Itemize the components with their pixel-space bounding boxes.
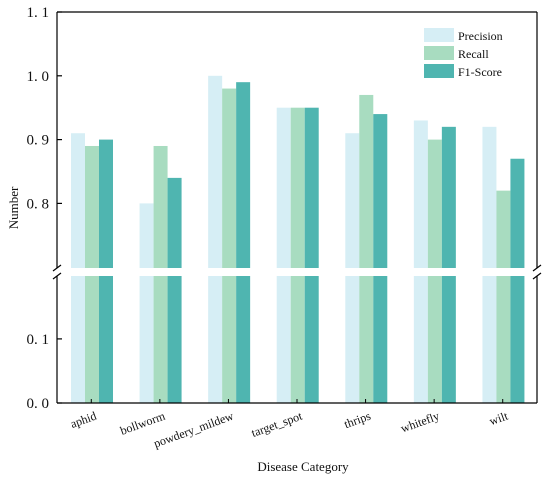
legend-label: Precision: [458, 29, 503, 43]
x-tick-label: thrips: [342, 409, 373, 432]
x-tick-label: aphid: [68, 409, 98, 431]
legend-swatch-recall: [424, 46, 454, 60]
bar-precision-powdery_mildew: [208, 75, 223, 404]
bar-f1-score-thrips: [373, 114, 388, 403]
legend-label: F1-Score: [458, 65, 502, 79]
bar-f1-score-whitefly: [441, 126, 456, 403]
bar-recall-wilt: [496, 190, 511, 403]
bar-f1-score-powdery_mildew: [236, 82, 251, 404]
y-tick-label: 0. 8: [27, 196, 50, 212]
bar-f1-score-target_spot: [304, 107, 319, 403]
y-tick-label: 0. 0: [27, 396, 50, 412]
y-axis-label: Number: [6, 186, 21, 229]
x-axis-label: Disease Category: [257, 459, 349, 474]
x-tick-label: target_spot: [249, 408, 304, 440]
y-tick-label: 1. 0: [27, 69, 50, 85]
legend-label: Recall: [458, 47, 489, 61]
legend-swatch-f1-score: [424, 64, 454, 78]
y-tick-label: 0. 1: [27, 332, 50, 348]
y-tick-label: 0. 9: [27, 133, 50, 149]
bars-group: [71, 75, 525, 404]
x-tick-label: wilt: [487, 408, 510, 428]
bar-precision-target_spot: [276, 107, 291, 403]
x-tick-label: powdery_mildew: [152, 409, 236, 451]
bar-f1-score-bollworm: [167, 177, 182, 403]
bar-precision-bollworm: [139, 203, 154, 403]
axis-break-gap: [51, 268, 543, 276]
y-tick-label: 1. 1: [27, 5, 50, 21]
bar-precision-wilt: [482, 126, 497, 403]
bar-recall-target_spot: [290, 107, 305, 403]
legend-swatch-precision: [424, 28, 454, 42]
x-tick-label: whitefly: [399, 409, 441, 436]
bar-recall-thrips: [359, 94, 374, 403]
legend: Precision Recall F1-Score: [424, 28, 503, 79]
y-ticks-group: 0. 8 0. 9 1. 0 1. 1 0. 0 0. 1: [27, 5, 62, 412]
bar-recall-powdery_mildew: [222, 88, 237, 403]
bar-f1-score-wilt: [510, 158, 525, 403]
bar-precision-whitefly: [413, 120, 428, 404]
